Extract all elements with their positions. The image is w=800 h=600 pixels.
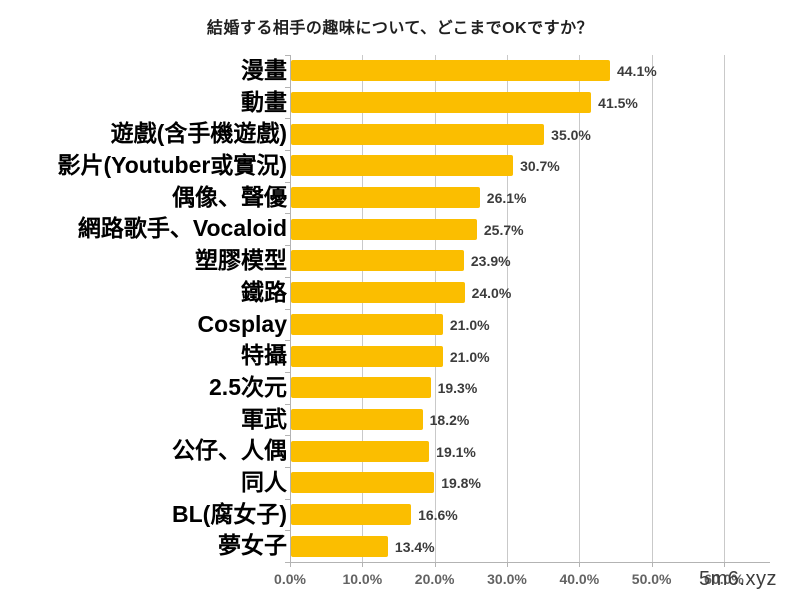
y-axis-tick (285, 213, 290, 215)
y-axis-tick (285, 86, 290, 88)
category-label: 軍武 (241, 405, 287, 432)
category-label: 影片(Youtuber或實況) (57, 152, 287, 179)
x-axis-tick (362, 562, 364, 567)
chart-title: 結婚する相手の趣味について、どこまでOKですか？ (206, 20, 594, 37)
bar (291, 408, 423, 430)
bar-value-label: 21.0% (449, 348, 490, 365)
category-label: Cosplay (197, 310, 287, 337)
bar-value-label: 23.9% (470, 253, 511, 270)
y-axis-tick (285, 530, 290, 532)
x-axis-tick-label: 60.0% (704, 571, 744, 587)
y-axis-tick (285, 55, 290, 56)
bar (291, 250, 464, 272)
bar (291, 503, 412, 525)
y-axis-tick (285, 403, 290, 405)
bar (291, 282, 465, 304)
x-axis-tick-label: 40.0% (559, 571, 600, 587)
bar-value-label: 30.7% (520, 158, 560, 175)
bar-value-label: 19.1% (436, 443, 476, 460)
x-axis-tick (651, 562, 653, 567)
bar (291, 313, 443, 335)
bar-value-label: 16.6% (418, 506, 458, 523)
bar-value-label: 19.8% (441, 475, 481, 492)
x-axis-tick (290, 562, 291, 567)
y-axis-tick (285, 466, 290, 468)
bar (291, 377, 431, 399)
category-label: 漫畫 (241, 57, 287, 83)
bar (291, 92, 592, 114)
y-axis-tick (285, 340, 290, 342)
gridline (651, 55, 653, 562)
bar-value-label: 13.4% (394, 538, 435, 555)
y-axis-tick (285, 308, 290, 310)
bar-value-label: 41.5% (598, 95, 638, 112)
bar (291, 345, 443, 367)
category-label: 公仔、人偶 (172, 437, 287, 464)
y-axis-tick (285, 150, 290, 152)
bar-value-label: 21.0% (449, 316, 490, 333)
category-label: 遊戲(含手機遊戲) (110, 120, 287, 147)
category-label: 偶像、聲優 (172, 183, 287, 210)
bar (291, 218, 477, 240)
category-label: 動畫 (241, 88, 287, 115)
bar (291, 440, 430, 462)
bar (291, 155, 514, 177)
category-label: 特攝 (241, 342, 287, 369)
x-axis-tick-label: 30.0% (487, 571, 527, 587)
gridline (362, 55, 364, 562)
bar (291, 123, 545, 145)
bar-value-label: 19.3% (437, 380, 478, 397)
x-axis-tick-label: 20.0% (414, 571, 455, 587)
gridline (507, 55, 508, 562)
y-axis-tick (285, 276, 290, 278)
bar-value-label: 26.1% (486, 190, 527, 207)
bar-value-label: 35.0% (551, 126, 591, 143)
bar (291, 60, 610, 82)
x-axis-tick-label: 10.0% (342, 571, 383, 587)
watermark: 5m6.xyz (699, 568, 777, 590)
category-label: 塑膠模型 (195, 247, 287, 274)
x-axis-tick (507, 562, 508, 567)
y-axis-tick (285, 181, 290, 183)
bar-value-label: 18.2% (429, 411, 470, 428)
bar (291, 535, 388, 557)
x-axis-tick (579, 562, 581, 567)
y-axis-tick (285, 118, 290, 120)
gridline (579, 55, 581, 562)
x-axis-line (290, 562, 770, 563)
bar-value-label: 24.0% (471, 285, 512, 302)
gridline (724, 55, 725, 562)
y-axis-tick (285, 371, 290, 373)
category-label: 2.5次元 (209, 373, 287, 400)
x-axis-tick (724, 562, 725, 567)
gridline (434, 55, 436, 562)
y-axis-tick (285, 562, 290, 563)
bar-value-label: 44.1% (616, 63, 657, 80)
bar (291, 472, 435, 494)
category-label: 鐵路 (241, 278, 287, 305)
bar (291, 187, 480, 209)
y-axis-tick (285, 245, 290, 247)
category-label: 網路歌手、Vocaloid (77, 215, 287, 242)
category-label: BL(腐女子) (172, 500, 287, 527)
category-label: 同人 (241, 468, 287, 495)
x-axis-tick-label: 0.0% (274, 571, 306, 587)
y-axis-tick (285, 435, 290, 437)
category-label: 夢女子 (218, 532, 287, 559)
x-axis-tick (434, 562, 436, 567)
y-axis-tick (285, 498, 290, 500)
y-axis-line (290, 55, 291, 562)
bar-value-label: 25.7% (483, 221, 524, 238)
x-axis-tick-label: 50.0% (631, 571, 672, 587)
